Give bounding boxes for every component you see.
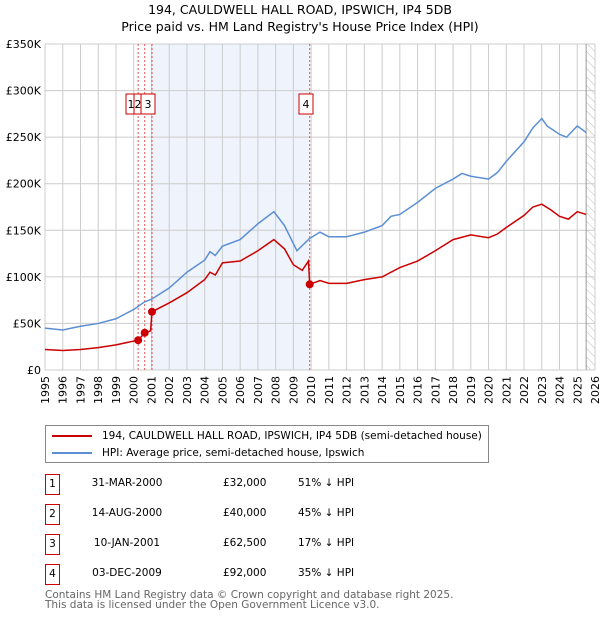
x-tick-label: 2016	[412, 376, 425, 404]
x-tick-label: 2020	[483, 376, 496, 404]
x-tick-label: 1997	[74, 376, 87, 404]
x-tick-label: 2019	[465, 376, 478, 404]
x-tick-label: 2002	[163, 376, 176, 404]
sale-date: 14-AUG-2000	[91, 507, 163, 519]
sale-marker-label: 2	[135, 98, 142, 111]
legend-item-property: 194, CAULDWELL HALL ROAD, IPSWICH, IP4 5…	[52, 428, 482, 444]
footer-line: Contains HM Land Registry data © Crown c…	[45, 589, 454, 601]
sale-date: 03-DEC-2009	[92, 567, 162, 579]
x-tick-label: 2011	[323, 376, 336, 404]
sale-marker-box	[298, 93, 314, 115]
y-tick-label: £150K	[6, 224, 42, 237]
x-tick-label: 2000	[128, 376, 141, 404]
sale-marker-label: 1	[128, 98, 135, 111]
y-tick-label: £350K	[6, 38, 42, 51]
sale-marker-label: 4	[303, 98, 310, 111]
x-tick-label: 1999	[110, 376, 123, 404]
sale-date: 10-JAN-2001	[93, 537, 161, 549]
sale-number-badge: 2	[45, 504, 60, 525]
series-line	[44, 203, 587, 352]
sale-date: 31-MAR-2000	[91, 477, 163, 489]
x-tick-label: 2017	[429, 376, 442, 404]
sale-point	[305, 280, 314, 289]
x-tick-label: 2010	[305, 376, 318, 404]
footer: Contains HM Land Registry data © Crown c…	[45, 589, 454, 611]
x-tick-label: 2004	[199, 376, 212, 404]
transaction-row: 2 14-AUG-2000 £40,000 45% ↓ HPI	[45, 504, 485, 526]
x-tick-label: 2024	[554, 376, 567, 404]
chart-title: 194, CAULDWELL HALL ROAD, IPSWICH, IP4 5…	[148, 2, 452, 17]
y-tick-label: £0	[27, 364, 41, 377]
x-tick-label: 2007	[252, 376, 265, 404]
legend-label: HPI: Average price, semi-detached house,…	[102, 447, 365, 459]
x-tick-label: 2025	[571, 376, 584, 404]
legend-swatch-blue	[52, 452, 92, 454]
x-tick-label: 2026	[589, 376, 600, 404]
x-tick-label: 2012	[341, 376, 354, 404]
transaction-row: 3 10-JAN-2001 £62,500 17% ↓ HPI	[45, 534, 485, 556]
x-tick-label: 2018	[447, 376, 460, 404]
y-tick-label: £250K	[6, 131, 42, 144]
x-tick-label: 2006	[234, 376, 247, 404]
x-tick-label: 2001	[145, 376, 158, 404]
x-tick-label: 2021	[500, 376, 513, 404]
sale-marker-label: 3	[145, 98, 152, 111]
sale-price: £32,000	[223, 477, 267, 489]
y-tick-label: £200K	[6, 178, 42, 191]
sale-marker-box	[140, 93, 156, 115]
hpi-difference: 17% ↓ HPI	[298, 537, 355, 549]
y-tick-label: £300K	[6, 85, 42, 98]
y-tick-label: £100K	[6, 271, 42, 284]
sale-number-badge: 3	[45, 534, 60, 555]
chart-legend: 194, CAULDWELL HALL ROAD, IPSWICH, IP4 5…	[45, 425, 489, 463]
x-tick-label: 1995	[39, 376, 52, 404]
sale-point	[134, 336, 143, 345]
x-tick-label: 2022	[518, 376, 531, 404]
footer-line: This data is licensed under the Open Gov…	[45, 599, 380, 611]
shaded-period	[151, 44, 310, 370]
hpi-difference: 51% ↓ HPI	[298, 477, 355, 489]
x-tick-label: 2013	[358, 376, 371, 404]
future-hatch	[586, 44, 595, 370]
x-tick-label: 1998	[92, 376, 105, 404]
hpi-difference: 45% ↓ HPI	[298, 507, 355, 519]
sale-price: £40,000	[223, 507, 267, 519]
x-tick-label: 1996	[57, 376, 70, 404]
y-tick-label: £50K	[13, 317, 42, 330]
sale-number-badge: 1	[45, 474, 60, 495]
price-chart: 1 2 3 4 1995 1996 1997 1998 1999 2000 2001 2002 2003…	[6, 38, 600, 404]
x-tick-label: 2008	[270, 376, 283, 404]
transaction-row: 1 31-MAR-2000 £32,000 51% ↓ HPI	[45, 474, 485, 496]
legend-item-hpi: HPI: Average price, semi-detached house,…	[52, 445, 364, 461]
sale-point	[147, 307, 156, 316]
sale-number-badge: 4	[45, 564, 60, 585]
sale-point	[140, 328, 149, 337]
hpi-difference: 35% ↓ HPI	[298, 567, 355, 579]
legend-swatch-red	[52, 435, 92, 437]
x-tick-label: 2023	[536, 376, 549, 404]
legend-label: 194, CAULDWELL HALL ROAD, IPSWICH, IP4 5…	[102, 430, 482, 442]
x-tick-label: 2003	[181, 376, 194, 404]
sale-price: £92,000	[223, 567, 267, 579]
x-tick-label: 2015	[394, 376, 407, 404]
chart-subtitle: Price paid vs. HM Land Registry's House …	[121, 19, 479, 34]
x-tick-label: 2009	[287, 376, 300, 404]
sale-price: £62,500	[223, 537, 267, 549]
series-line	[44, 117, 587, 331]
x-tick-label: 2014	[376, 376, 389, 404]
transaction-row: 4 03-DEC-2009 £92,000 35% ↓ HPI	[45, 564, 485, 586]
x-tick-label: 2005	[216, 376, 229, 404]
